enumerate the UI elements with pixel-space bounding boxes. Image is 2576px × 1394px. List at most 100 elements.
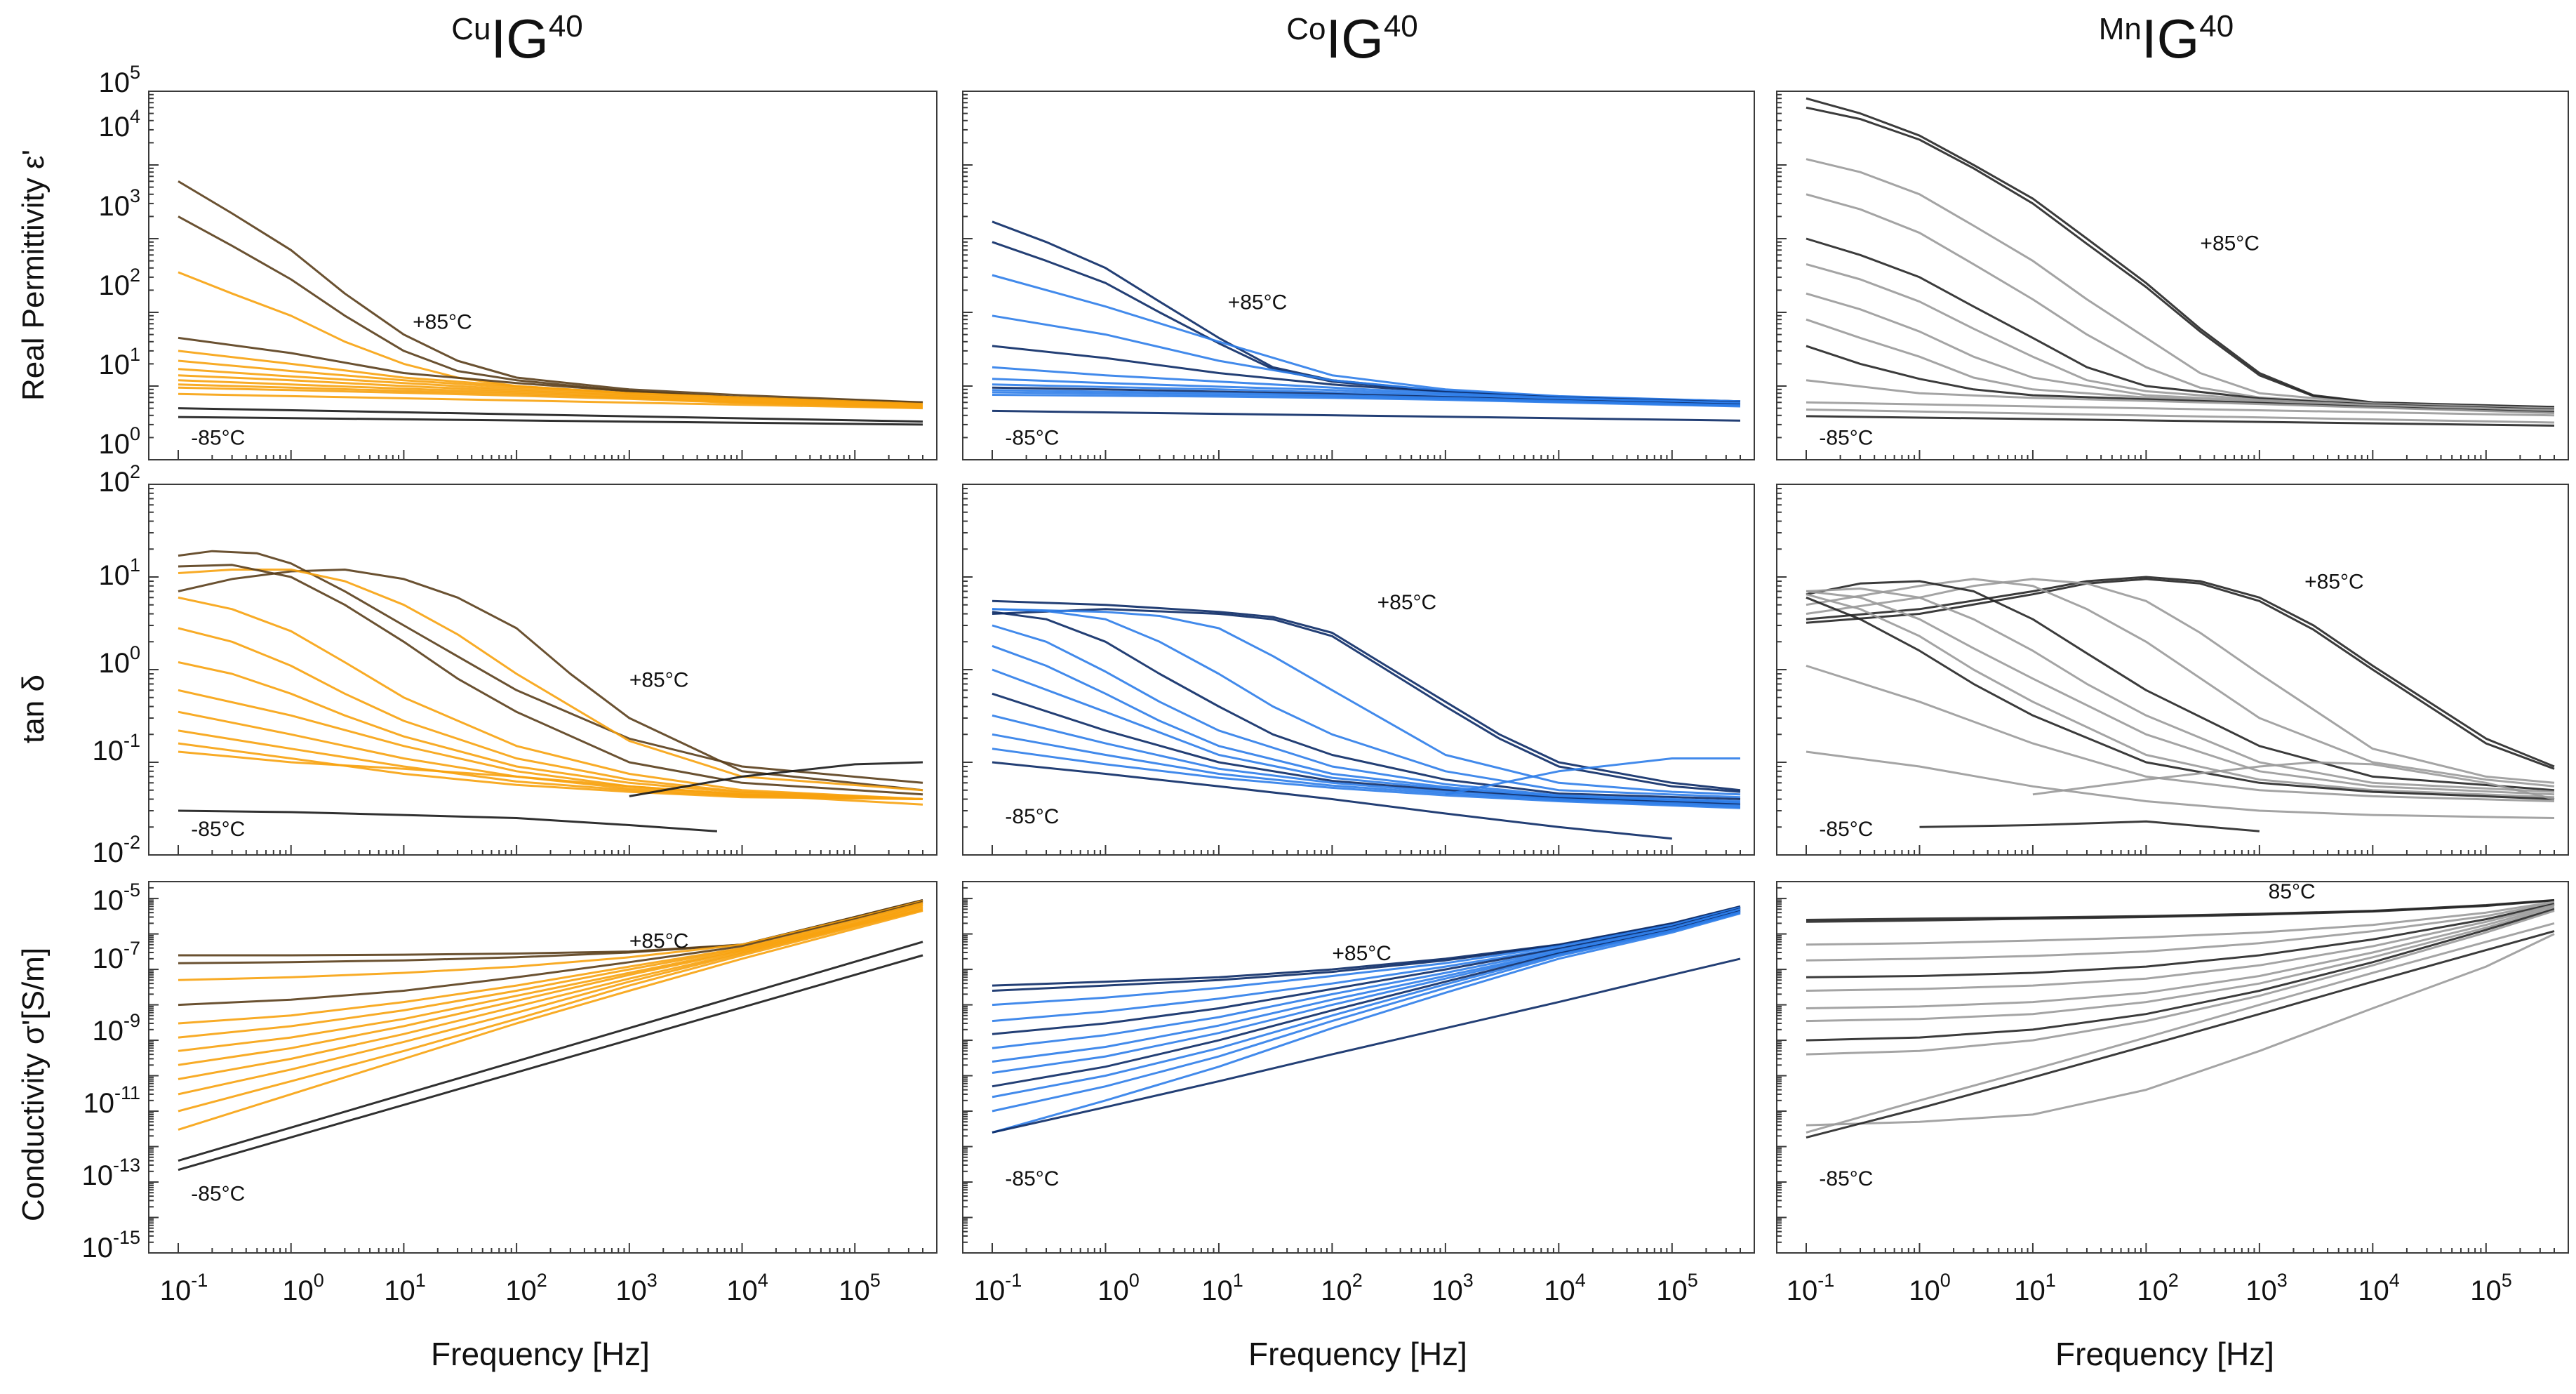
x-tick-label: 101 <box>384 1270 426 1306</box>
temperature-annotation: -85°C <box>1005 805 1059 828</box>
series-line <box>992 957 1741 1134</box>
x-tick-label: 100 <box>1097 1270 1140 1306</box>
series-line <box>1445 757 1740 796</box>
series-line <box>1806 901 2555 946</box>
x-tick-label: 103 <box>615 1270 658 1306</box>
x-tick-label: 105 <box>2470 1270 2512 1306</box>
y-tick-label: 102 <box>98 265 140 301</box>
series-line <box>2032 761 2555 800</box>
x-ticks-mn: 10-1 100 101 102 103 104 105 <box>1787 1270 2512 1306</box>
series-line <box>178 910 923 1131</box>
y-tick-label: 100 <box>98 642 140 679</box>
x-ticks-co: 10-1 100 101 102 103 104 105 <box>974 1270 1698 1306</box>
series-line <box>1806 596 2555 800</box>
panel-Co-tan-delta: +85°C -85°C <box>962 484 1755 856</box>
y-tick-label: 10-11 <box>83 1082 140 1119</box>
series-group <box>178 180 923 426</box>
plot-frame <box>148 881 937 1254</box>
series-line <box>1806 580 2555 792</box>
series-line <box>1806 665 2555 802</box>
series-line <box>178 901 923 1025</box>
temperature-annotation: +85°C <box>2304 570 2364 593</box>
series-line <box>178 627 923 800</box>
series-line <box>178 550 923 784</box>
series-line <box>178 407 923 423</box>
series-line <box>178 750 923 806</box>
x-tick-label: 105 <box>1656 1270 1698 1306</box>
panel-Co-conductivity: +85°C -85°C <box>962 881 1755 1254</box>
series-line <box>178 596 923 800</box>
series-line <box>1806 593 2555 799</box>
temperature-annotation: +85°C <box>629 669 689 692</box>
series-line <box>178 180 923 404</box>
temperature-annotation: -85°C <box>1819 818 1873 841</box>
series-line <box>178 809 718 832</box>
series-line <box>992 394 1741 408</box>
x-tick-label: 101 <box>2014 1270 2056 1306</box>
series-line <box>1806 578 2555 784</box>
y-ticks-permittivity: 100 101 102 103 104 105 <box>98 62 140 460</box>
xlabel-mn: Frequency [Hz] <box>2055 1336 2274 1372</box>
series-group <box>992 599 1741 840</box>
series-line <box>1806 904 2555 992</box>
series-line <box>178 392 923 410</box>
temperature-annotation: -85°C <box>1005 1167 1059 1190</box>
temperature-annotation: -85°C <box>1819 1167 1873 1190</box>
temperature-annotation: +85°C <box>629 930 689 953</box>
y-tick-label: 10-2 <box>92 832 140 868</box>
x-tick-label: 104 <box>2358 1270 2400 1306</box>
series-line <box>1806 899 2555 923</box>
column-title-cu: CuIG40 <box>451 8 583 69</box>
series-line <box>992 608 1741 796</box>
temperature-annotation: -85°C <box>191 818 245 841</box>
y-tick-label: 10-5 <box>92 879 140 916</box>
panel-Mn-tan-delta: +85°C -85°C <box>1776 484 2569 856</box>
series-line <box>992 608 1741 799</box>
column-title-co: CoIG40 <box>1286 8 1418 69</box>
series-line <box>1806 933 2555 1127</box>
x-tick-label: 104 <box>726 1270 768 1306</box>
temperature-annotation: +85°C <box>413 310 472 333</box>
temperature-annotation: +85°C <box>1228 291 1288 314</box>
series-line <box>178 661 923 800</box>
ylabel-conductivity: Conductivity σ'[S/m] <box>16 948 51 1221</box>
series-line <box>629 761 923 797</box>
series-line <box>178 900 923 981</box>
y-tick-label: 101 <box>98 555 140 591</box>
panel-Cu-permittivity: +85°C -85°C <box>148 91 937 460</box>
series-group <box>1806 97 2555 427</box>
y-tick-label: 102 <box>98 461 140 498</box>
temperature-annotation: -85°C <box>1819 427 1873 450</box>
series-line <box>178 941 923 1162</box>
x-tick-label: 10-1 <box>1787 1270 1835 1306</box>
temperature-annotation: 85°C <box>2269 880 2316 903</box>
y-tick-label: 105 <box>98 62 140 98</box>
series-line <box>992 908 1741 1049</box>
y-tick-label: 103 <box>98 185 140 222</box>
series-group <box>1806 898 2555 1139</box>
y-tick-label: 100 <box>98 423 140 460</box>
y-tick-label: 10-7 <box>92 938 140 974</box>
series-line <box>1806 922 2555 1134</box>
temperature-annotation: +85°C <box>1377 591 1437 614</box>
series-group <box>992 905 1741 1134</box>
x-tick-label: 10-1 <box>974 1270 1022 1306</box>
y-tick-label: 10-13 <box>81 1155 140 1191</box>
series-line <box>1806 578 2555 788</box>
series-line <box>178 416 923 426</box>
x-tick-label: 103 <box>1432 1270 1474 1306</box>
series-line <box>992 599 1741 792</box>
temperature-annotation: -85°C <box>191 1182 245 1205</box>
series-line <box>1806 908 2555 1042</box>
series-line <box>1806 903 2555 978</box>
series-line <box>992 748 1741 809</box>
series-line <box>1806 906 2555 1023</box>
series-line <box>1919 820 2260 832</box>
series-line <box>992 624 1741 802</box>
series-line <box>992 611 1741 800</box>
series-line <box>178 901 923 1007</box>
series-line <box>178 742 923 800</box>
panel-Cu-conductivity: +85°C -85°C <box>148 881 937 1254</box>
y-ticks-conductivity: 10-15 10-13 10-11 10-9 10-7 10-5 <box>81 879 140 1263</box>
